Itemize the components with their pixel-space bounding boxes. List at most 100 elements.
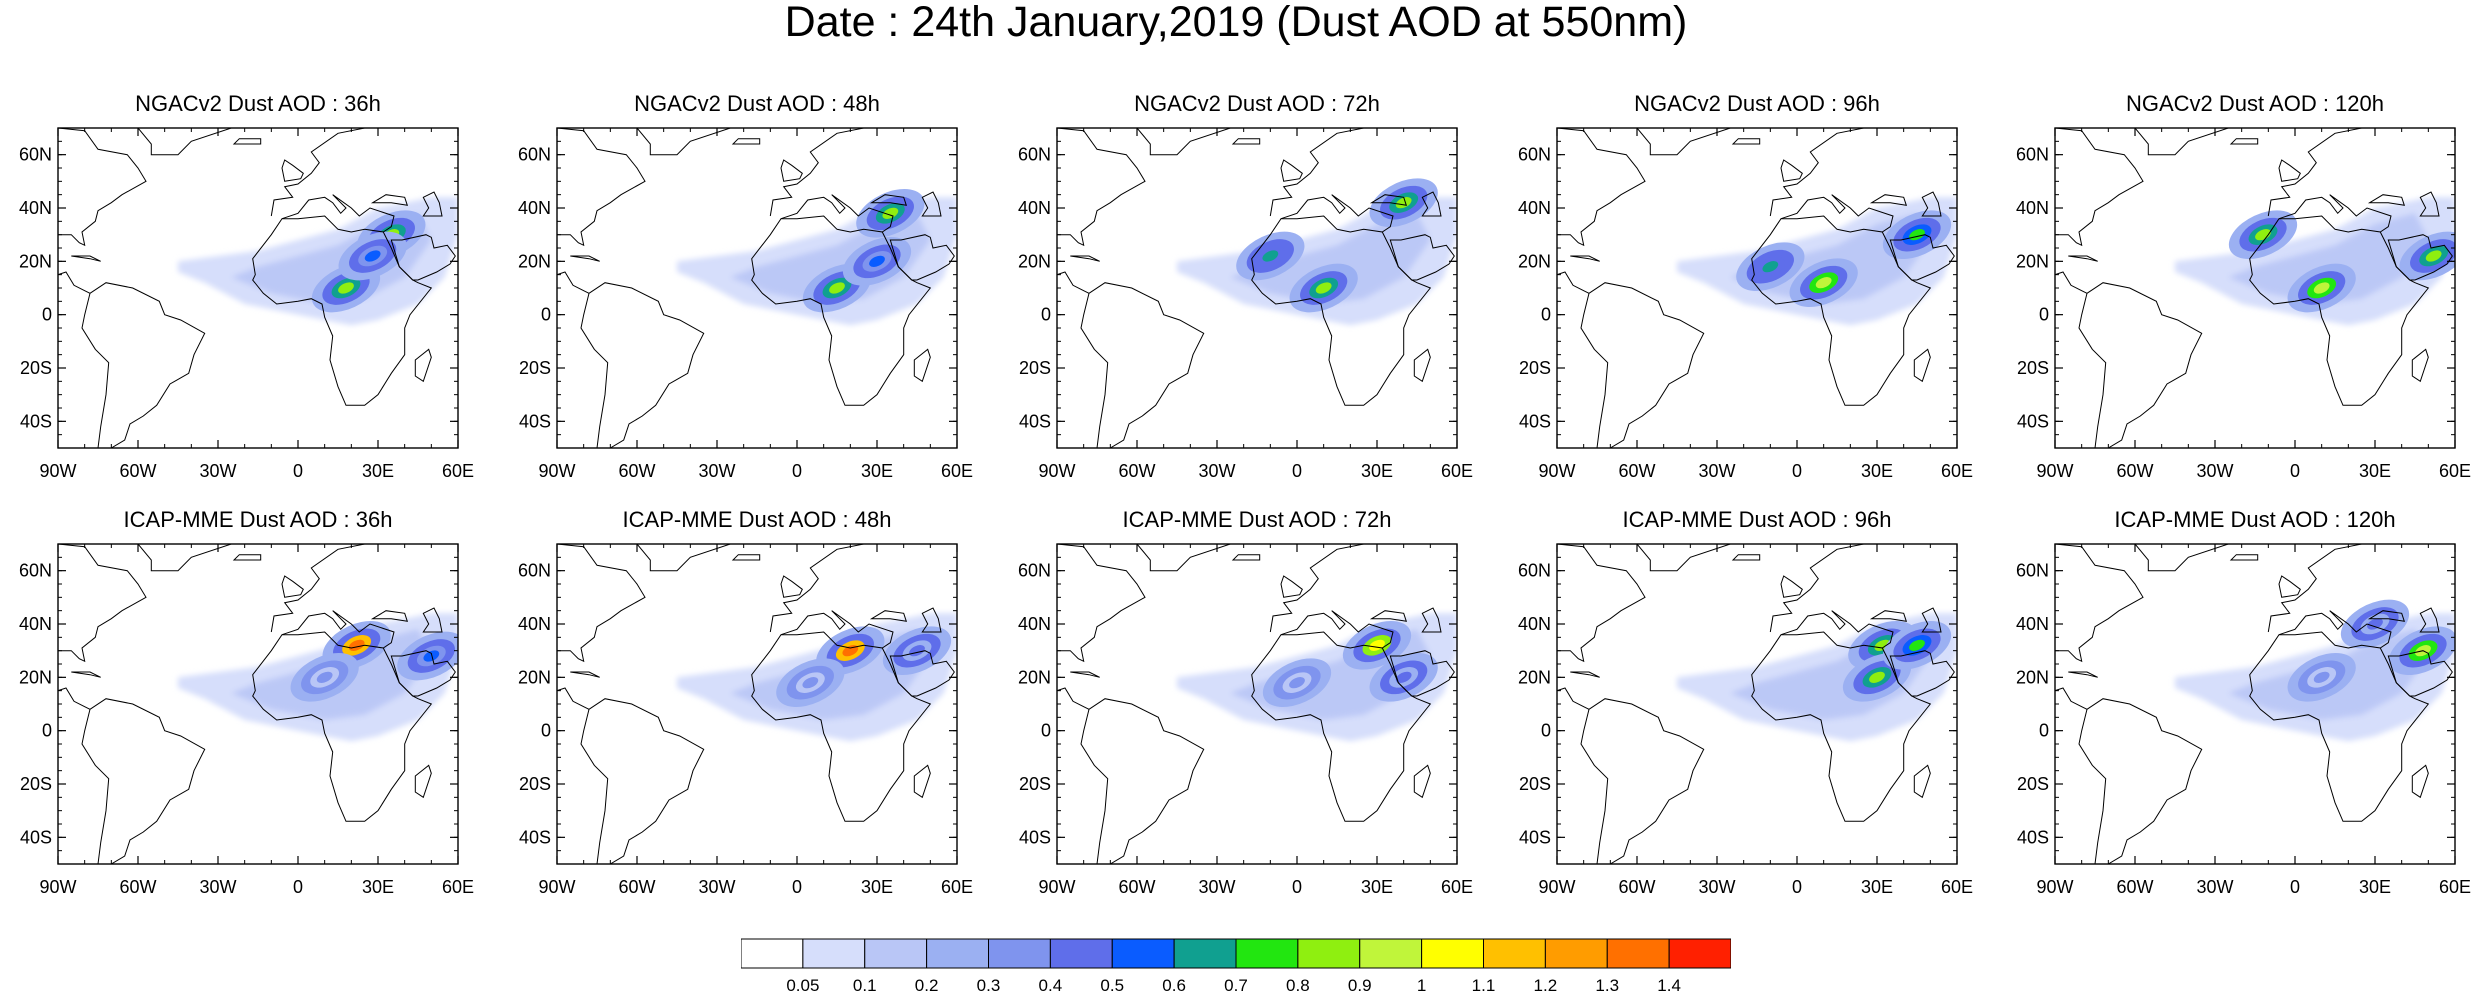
coastline-med bbox=[780, 610, 894, 649]
coastline-europe bbox=[769, 128, 957, 217]
coastline-iceland bbox=[731, 554, 761, 561]
lon-tick-label: 30W bbox=[1198, 877, 1235, 897]
coastline-britain bbox=[281, 575, 304, 598]
dust-hotspot bbox=[423, 650, 440, 662]
coastline-southAmerica bbox=[81, 698, 206, 864]
lat-tick-label: 0 bbox=[1041, 721, 1051, 741]
lon-tick-label: 30E bbox=[1861, 877, 1893, 897]
lon-tick-label: 0 bbox=[1292, 461, 1302, 481]
lon-tick-label: 0 bbox=[1792, 877, 1802, 897]
coastline-europe bbox=[1769, 128, 1957, 217]
coastline-northAmerica bbox=[557, 544, 646, 663]
colorbar-label: 0.3 bbox=[977, 976, 1001, 995]
colorbar-swatch bbox=[926, 938, 989, 969]
lon-tick-label: 60E bbox=[442, 877, 474, 897]
colorbar-swatch bbox=[1297, 938, 1361, 969]
coastline-blackSea bbox=[869, 194, 908, 206]
colorbar-label: 0.5 bbox=[1100, 976, 1124, 995]
lon-tick-label: 0 bbox=[293, 461, 303, 481]
colorbar-swatch bbox=[1359, 938, 1423, 969]
dust-hotspot bbox=[2255, 229, 2271, 241]
lon-tick-label: 60W bbox=[2116, 877, 2153, 897]
coastline-southAmerica bbox=[1580, 698, 1705, 864]
coastline-britain bbox=[1280, 159, 1303, 182]
colorbar-swatch bbox=[988, 938, 1051, 969]
colorbar-label: 0.8 bbox=[1286, 976, 1310, 995]
colorbar-swatch bbox=[1668, 938, 1732, 969]
colorbar-swatch bbox=[1049, 938, 1113, 969]
coastline-cuba bbox=[1070, 671, 1100, 678]
coastline-europe bbox=[1769, 544, 1957, 633]
coastline-europe bbox=[769, 544, 957, 633]
coastline-centralAmerica bbox=[2055, 271, 2088, 294]
lon-tick-label: 30E bbox=[1361, 877, 1393, 897]
lat-tick-label: 0 bbox=[1541, 305, 1551, 325]
colorbar: 0.05 0.1 0.2 0.3 0.4 0.5 0.6 0.7 0.8 0.9 1 1.1 1.2 1.… bbox=[740, 938, 1732, 995]
colorbar-swatch bbox=[1606, 938, 1670, 969]
lon-tick-label: 60E bbox=[1441, 461, 1473, 481]
lat-tick-label: 60N bbox=[19, 561, 52, 581]
map-panel: ICAP-MME Dust AOD : 120h 90W 60W 30W 0 30E 60E… bbox=[2016, 507, 2471, 908]
lon-tick-label: 30E bbox=[362, 877, 394, 897]
coastline-northAmerica bbox=[58, 544, 147, 663]
lat-tick-label: 0 bbox=[1541, 721, 1551, 741]
panel-title: ICAP-MME Dust AOD : 120h bbox=[2114, 507, 2396, 532]
map-content bbox=[58, 544, 458, 864]
coastline-greenland bbox=[1636, 128, 1731, 156]
map-panel: NGACv2 Dust AOD : 48h 90W 60W 30W 0 30E 60E 60N… bbox=[518, 92, 973, 492]
lon-tick-label: 90W bbox=[1538, 461, 1575, 481]
colorbar-swatch bbox=[1544, 938, 1608, 969]
lat-tick-label: 60N bbox=[518, 145, 551, 165]
coastline-caspian bbox=[2419, 191, 2440, 217]
coastline-madagascar bbox=[913, 348, 931, 383]
lat-tick-label: 60N bbox=[1018, 561, 1051, 581]
coastline-centralAmerica bbox=[557, 687, 590, 710]
lat-tick-label: 20N bbox=[19, 667, 52, 687]
map-panel: ICAP-MME Dust AOD : 72h 90W 60W 30W 0 30E 60E 6… bbox=[1018, 508, 1473, 908]
map-content bbox=[557, 128, 957, 448]
panel-title: ICAP-MME Dust AOD : 96h bbox=[1622, 507, 1892, 532]
coastline-madagascar bbox=[1413, 348, 1431, 383]
lon-tick-label: 30W bbox=[1698, 877, 1735, 897]
map-panel: NGACv2 Dust AOD : 120h 90W 60W 30W 0 30E 60E 60… bbox=[2016, 91, 2471, 492]
coastline-centralAmerica bbox=[1557, 271, 1590, 294]
colorbar-label: 1 bbox=[1417, 976, 1426, 995]
lat-tick-label: 40S bbox=[20, 411, 52, 431]
colorbar-label: 0.1 bbox=[853, 976, 877, 995]
coastline-cuba bbox=[570, 671, 600, 678]
dust-hotspot bbox=[316, 671, 333, 683]
lon-tick-label: 60W bbox=[618, 461, 655, 481]
coastline-cuba bbox=[71, 671, 101, 678]
coastline-arabia bbox=[889, 650, 955, 697]
panel-title: NGACv2 Dust AOD : 120h bbox=[2126, 91, 2384, 116]
map-content bbox=[58, 128, 458, 448]
coastline-europe bbox=[1269, 544, 1457, 633]
map-panel: ICAP-MME Dust AOD : 36h 90W 60W 30W 0 30E 60E 6… bbox=[19, 508, 474, 908]
coastline-britain bbox=[780, 575, 803, 598]
lat-tick-label: 40N bbox=[19, 614, 52, 634]
dust-hotspot bbox=[882, 207, 899, 219]
map-content bbox=[2055, 544, 2455, 864]
lat-tick-label: 20N bbox=[19, 251, 52, 271]
lat-tick-label: 40N bbox=[2016, 198, 2049, 218]
coastline-africa bbox=[751, 631, 932, 822]
coastline-europe bbox=[2267, 128, 2455, 217]
lon-tick-label: 30W bbox=[698, 461, 735, 481]
lon-tick-label: 90W bbox=[2036, 461, 2073, 481]
lat-tick-label: 20N bbox=[1018, 251, 1051, 271]
lat-tick-label: 40S bbox=[2017, 827, 2049, 847]
coastline-madagascar bbox=[414, 764, 432, 799]
coastline-blackSea bbox=[370, 194, 409, 206]
coastline-northAmerica bbox=[1557, 544, 1646, 663]
figure-title: Date : 24th January,2019 (Dust AOD at 55… bbox=[784, 0, 1688, 46]
panel-title: NGACv2 Dust AOD : 96h bbox=[1634, 91, 1880, 116]
coastline-centralAmerica bbox=[58, 687, 91, 710]
colorbar-svg: 0.05 0.1 0.2 0.3 0.4 0.5 0.6 0.7 0.8 0.9 1 1.1 1.2 1.… bbox=[740, 938, 1732, 995]
coastline-southAmerica bbox=[81, 282, 206, 448]
coastline-britain bbox=[1280, 575, 1303, 598]
lon-tick-label: 0 bbox=[2290, 877, 2300, 897]
lon-tick-label: 30E bbox=[1361, 461, 1393, 481]
coastline-madagascar bbox=[1913, 764, 1931, 799]
lon-tick-label: 60E bbox=[1941, 461, 1973, 481]
lat-tick-label: 20N bbox=[1518, 667, 1551, 687]
